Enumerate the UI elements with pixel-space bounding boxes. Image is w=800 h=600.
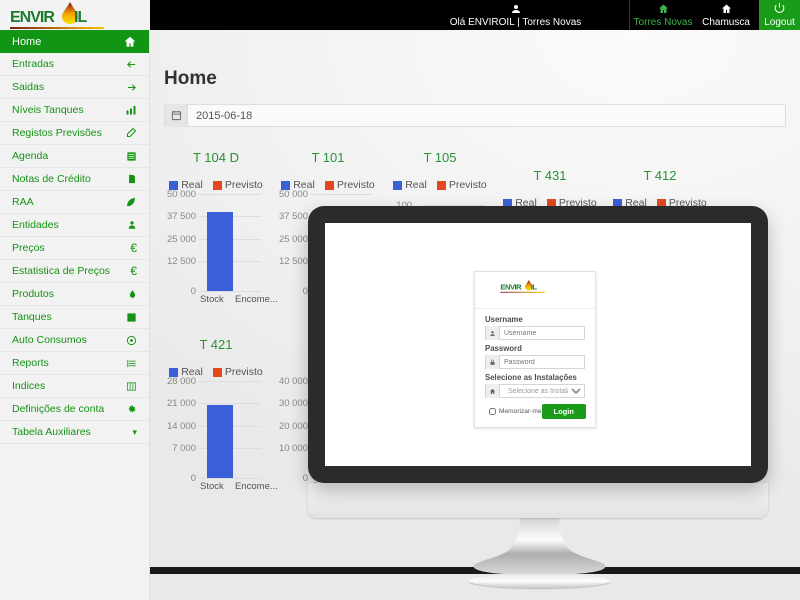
svg-text:ENVIR: ENVIR — [500, 282, 522, 291]
svg-text:IL: IL — [531, 282, 538, 291]
